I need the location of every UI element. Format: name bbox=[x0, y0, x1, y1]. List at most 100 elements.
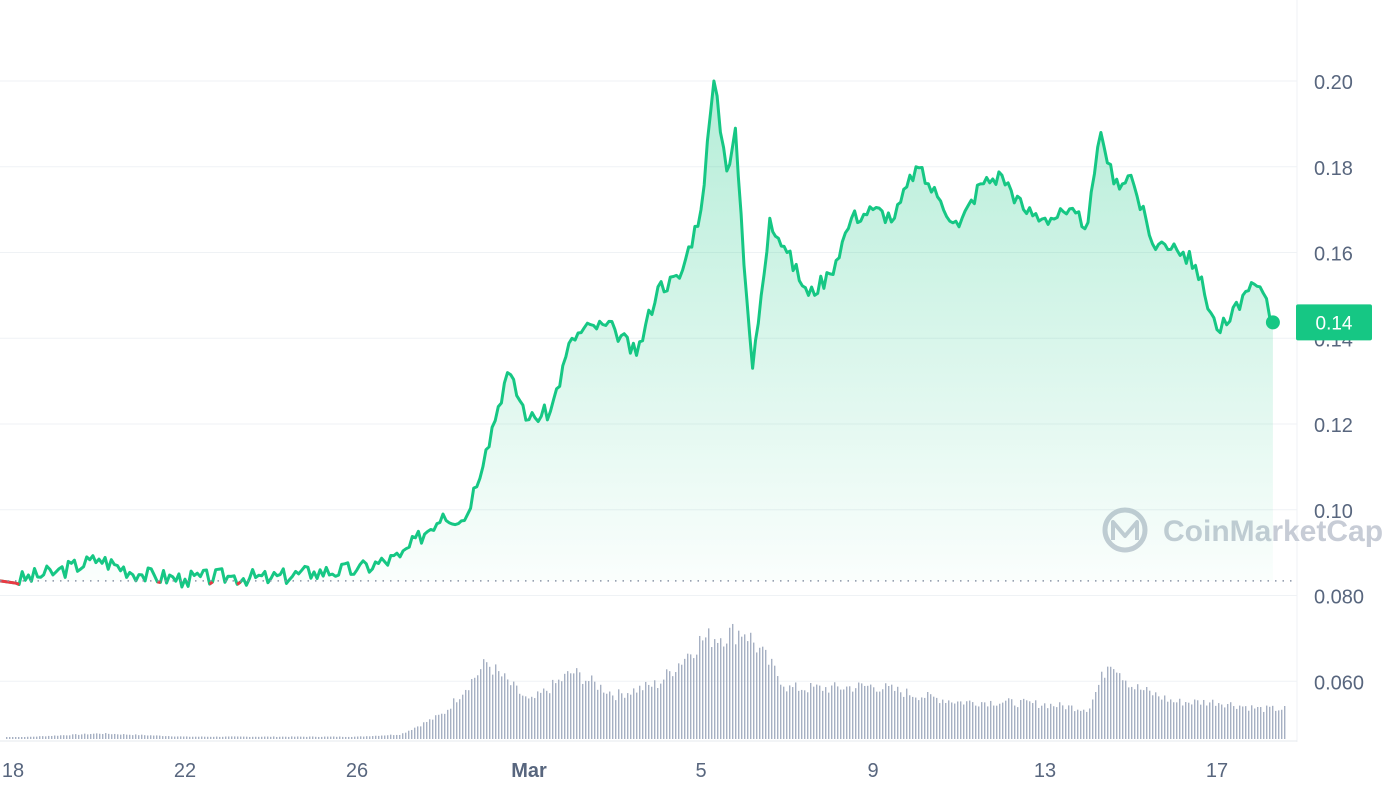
volume-bar bbox=[759, 647, 761, 739]
volume-bar bbox=[1170, 699, 1172, 739]
volume-bar bbox=[1155, 692, 1157, 739]
volume-bar bbox=[312, 736, 314, 739]
volume-bar bbox=[1224, 707, 1226, 739]
volume-bar bbox=[1209, 702, 1211, 739]
volume-bar bbox=[858, 682, 860, 739]
volume-bar bbox=[27, 736, 29, 739]
volume-bar bbox=[462, 694, 464, 739]
volume-bar bbox=[1065, 709, 1067, 739]
volume-bar bbox=[1230, 702, 1232, 739]
volume-bar bbox=[816, 684, 818, 739]
volume-bar bbox=[762, 646, 764, 739]
volume-bar bbox=[684, 658, 686, 739]
volume-bar bbox=[1221, 704, 1223, 739]
volume-bar bbox=[1281, 709, 1283, 739]
volume-bar bbox=[78, 734, 80, 739]
y-tick-label: 0.060 bbox=[1314, 672, 1364, 694]
volume-bar bbox=[306, 736, 308, 739]
current-price-label: 0.14 bbox=[1316, 313, 1353, 334]
y-tick-label: 0.10 bbox=[1314, 501, 1353, 523]
volume-bar bbox=[1158, 696, 1160, 739]
volume-bar bbox=[1248, 710, 1250, 739]
volume-bar bbox=[696, 654, 698, 739]
volume-bar bbox=[1161, 699, 1163, 739]
x-axis: 18 22 26 Mar 5 9 13 17 bbox=[2, 760, 1228, 782]
volume-bar bbox=[1083, 709, 1085, 739]
volume-bar bbox=[63, 735, 65, 739]
volume-bar bbox=[330, 736, 332, 739]
volume-bar bbox=[1047, 708, 1049, 739]
volume-bar bbox=[294, 736, 296, 739]
volume-bar bbox=[180, 736, 182, 739]
volume-bar bbox=[837, 686, 839, 739]
volume-bar bbox=[234, 736, 236, 739]
volume-bar bbox=[66, 735, 68, 739]
volume-bar bbox=[264, 736, 266, 739]
volume-bar bbox=[1239, 705, 1241, 739]
volume-bar bbox=[441, 713, 443, 739]
volume-bar bbox=[327, 736, 329, 739]
volume-bar bbox=[873, 687, 875, 739]
volume-bar bbox=[123, 734, 125, 739]
volume-bar bbox=[534, 698, 536, 739]
volume-bar bbox=[1191, 704, 1193, 739]
volume-bar bbox=[87, 734, 89, 739]
volume-bar bbox=[147, 735, 149, 739]
volume-bar bbox=[573, 673, 575, 739]
volume-bar bbox=[975, 705, 977, 739]
volume-bar bbox=[984, 702, 986, 739]
volume-bar bbox=[1173, 702, 1175, 739]
volume-bar bbox=[750, 632, 752, 739]
volume-bar bbox=[165, 736, 167, 739]
volume-bar bbox=[1179, 698, 1181, 739]
volume-bar bbox=[1044, 703, 1046, 739]
volume-bar bbox=[1275, 710, 1277, 739]
volume-bar bbox=[639, 685, 641, 739]
volume-bar bbox=[405, 732, 407, 739]
volume-bar bbox=[1146, 687, 1148, 739]
volume-bar bbox=[867, 685, 869, 739]
volume-bar bbox=[1077, 709, 1079, 739]
volume-bar bbox=[1119, 673, 1121, 739]
volume-bar bbox=[783, 686, 785, 739]
volume-bar bbox=[633, 688, 635, 739]
volume-bar bbox=[786, 691, 788, 739]
volume-bar bbox=[789, 685, 791, 739]
volume-bar bbox=[801, 689, 803, 739]
volume-bar bbox=[504, 673, 506, 739]
volume-bar bbox=[1245, 706, 1247, 739]
volume-bar bbox=[171, 736, 173, 739]
price-line-down bbox=[0, 579, 17, 585]
volume-bar bbox=[258, 736, 260, 739]
volume-bar bbox=[1071, 705, 1073, 739]
x-tick-label: 26 bbox=[346, 760, 368, 782]
volume-bar bbox=[216, 736, 218, 739]
volume-bar bbox=[594, 681, 596, 739]
volume-bar bbox=[1272, 705, 1274, 739]
volume-bar bbox=[99, 733, 101, 739]
volume-bar bbox=[546, 690, 548, 739]
volume-bar bbox=[456, 702, 458, 739]
volume-bar bbox=[1053, 706, 1055, 739]
volume-bar bbox=[981, 702, 983, 739]
volume-bar bbox=[1008, 698, 1010, 739]
volume-bar bbox=[24, 737, 26, 739]
volume-bar bbox=[135, 734, 137, 739]
volume-bar bbox=[1002, 702, 1004, 739]
x-tick-label: 22 bbox=[174, 760, 196, 782]
volume-bar bbox=[204, 736, 206, 739]
volume-bar bbox=[864, 685, 866, 739]
volume-bar bbox=[483, 659, 485, 739]
volume-bar bbox=[390, 734, 392, 739]
volume-bar bbox=[240, 736, 242, 739]
volume-bar bbox=[495, 664, 497, 739]
volume-bar bbox=[954, 703, 956, 739]
volume-bar bbox=[1035, 700, 1037, 739]
volume-bar bbox=[1005, 700, 1007, 739]
volume-bar bbox=[366, 736, 368, 739]
volume-bar bbox=[81, 734, 83, 739]
volume-bar bbox=[609, 691, 611, 739]
x-tick-label: Mar bbox=[511, 760, 547, 782]
volume-bar bbox=[891, 684, 893, 739]
